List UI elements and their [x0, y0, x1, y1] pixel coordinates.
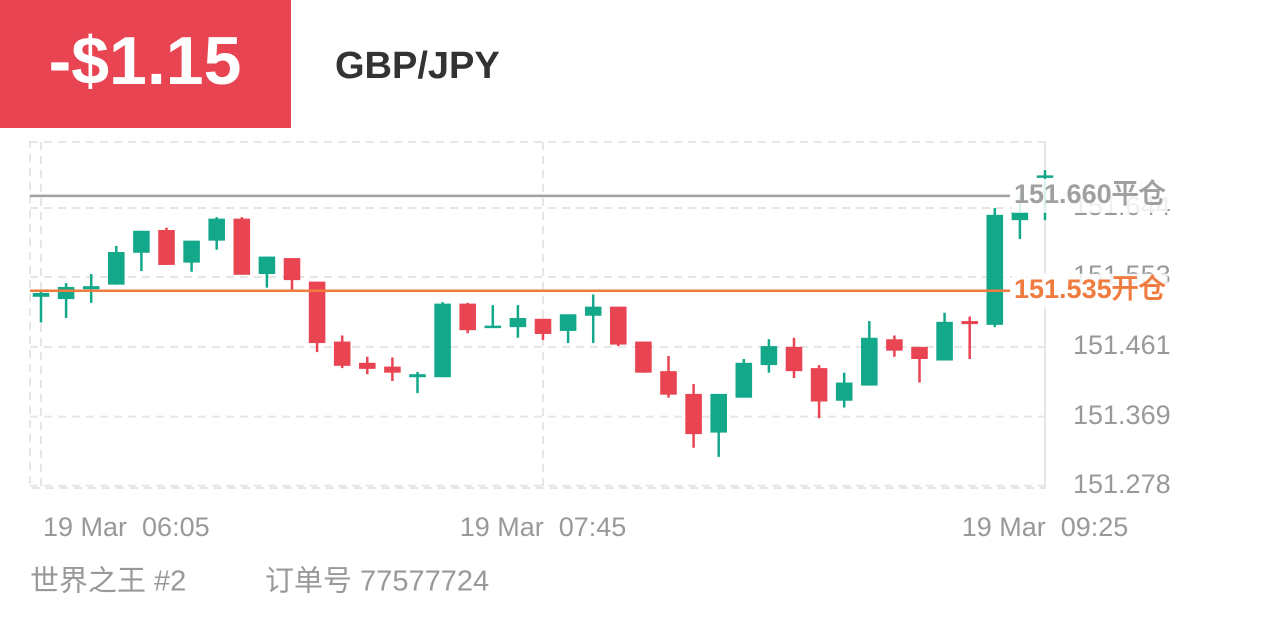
candle-body — [1036, 175, 1054, 178]
candle-body — [785, 346, 803, 372]
candle-body — [635, 341, 652, 373]
candle-body — [584, 306, 602, 316]
candle-body — [308, 281, 326, 344]
y-tick-label: 151.461 — [1073, 330, 1171, 360]
candle-body — [434, 303, 451, 378]
candle-body — [484, 325, 502, 329]
candle-body — [258, 256, 276, 275]
candle-body — [208, 218, 225, 241]
x-tick-label: 19 Mar 06:05 — [43, 512, 210, 542]
candle-body — [911, 346, 928, 360]
y-tick-label: 151.278 — [1073, 469, 1171, 499]
candle-body — [359, 362, 376, 369]
candle-body — [710, 393, 727, 433]
candle-body — [283, 258, 301, 281]
x-tick-label: 19 Mar 07:45 — [460, 512, 627, 542]
candle-body — [936, 321, 953, 361]
candle-body — [559, 314, 577, 331]
candle-body — [685, 393, 702, 435]
y-tick-label: 151.369 — [1073, 400, 1171, 430]
candle-body — [1011, 211, 1029, 221]
price-label-bg — [1012, 273, 1168, 308]
candle-body — [660, 371, 677, 395]
candle-body — [986, 214, 1004, 325]
candle-body — [459, 303, 476, 331]
price-label-bg — [1012, 178, 1168, 213]
candle-body — [82, 286, 100, 290]
plot-frame — [29, 141, 1046, 489]
candle-body — [810, 368, 828, 402]
candle-body — [233, 218, 251, 275]
account: 世界之王 #2 — [30, 565, 186, 598]
candle-body — [835, 382, 853, 401]
candle-body — [509, 318, 527, 328]
candle-body — [57, 286, 75, 300]
candle-body — [158, 230, 175, 265]
candle-body — [760, 346, 778, 366]
candle-body — [961, 321, 978, 325]
price-label: 151.660平仓 — [1014, 179, 1167, 209]
pnl-badge — [0, 0, 291, 128]
candle-body — [108, 252, 125, 285]
candle-body — [534, 318, 552, 334]
candle-body — [384, 366, 401, 373]
candle-body — [32, 292, 50, 297]
x-tick-label: 19 Mar 09:25 — [962, 512, 1129, 542]
pnl: -$1.15 — [49, 23, 242, 99]
candle-body — [333, 341, 351, 366]
candle-body — [409, 374, 426, 378]
candle-body — [183, 240, 200, 263]
candle-body — [861, 337, 878, 386]
candle-body — [133, 230, 150, 253]
order-number: 订单号 77577724 — [265, 565, 489, 598]
symbol: GBP/JPY — [335, 45, 500, 87]
price-label: 151.535开仓 — [1014, 274, 1167, 304]
candle-body — [886, 339, 903, 351]
candle-body — [735, 362, 753, 398]
candle-body — [610, 306, 627, 345]
